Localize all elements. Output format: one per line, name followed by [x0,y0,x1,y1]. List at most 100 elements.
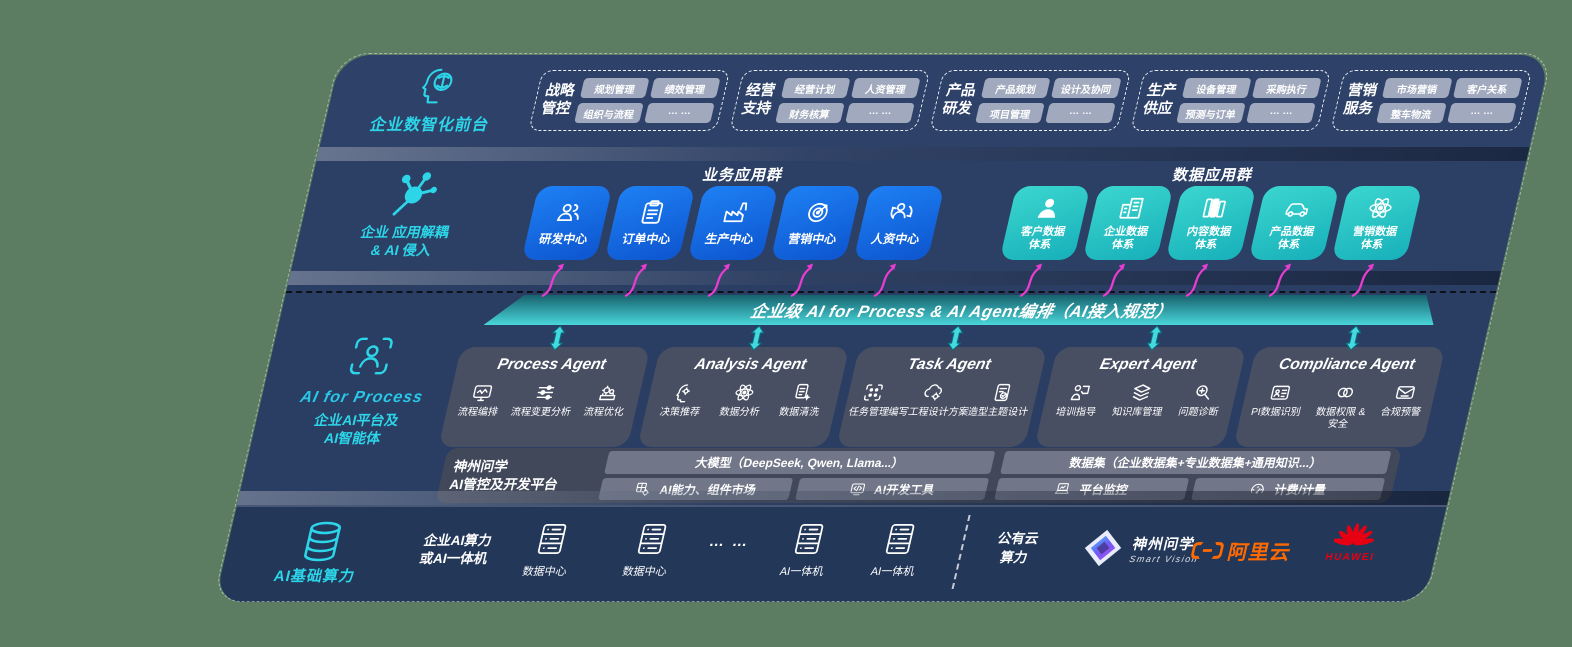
head-gear-icon [672,382,698,403]
car-icon [1282,195,1314,221]
smartvision-diamond-icon [1078,528,1127,568]
files-icon [1199,195,1231,221]
updown-arrow-icon [943,325,967,351]
module-pill: … … [1045,103,1116,123]
business-app-marketing-center: 营销中心 [770,186,862,260]
data-app-boxes: 客户数据 体系 企业数据 体系 内容数据 体系 [999,186,1423,297]
agent-process: Process Agent 流程编排 流程变更分析 流程优化 [438,347,651,447]
business-apps-title: 业务应用群 [701,167,785,184]
gauge-icon [1248,481,1268,497]
group-production-supply: 生产 供应 设备管理 采购执行 预测与订单 … … [1130,70,1332,131]
curve-arrow-icon [539,262,569,298]
grid-scan-icon [860,382,886,403]
business-app-boxes: 研发中心 订单中心 生产中心 [521,186,945,297]
dataset-bar: 数据集（企业数据集+专业数据集+通用知识...） [1000,451,1392,474]
curve-arrow-icon [871,262,901,298]
infra-divider [951,515,971,589]
group-strategy: 战略 管控 规划管理 绩效管理 组织与流程 … … [528,70,730,131]
data-app-customer: 客户数据 体系 [999,186,1091,260]
wave-monitor-icon [469,382,495,403]
module-pill: 规划管理 [579,78,650,98]
atom-icon [1365,195,1397,221]
group-marketing-service: 营销 服务 市场营销 客户关系 整车物流 … … [1330,70,1533,131]
module-pill: 设备管理 [1181,78,1252,98]
platform-datasets-column: 数据集（企业数据集+专业数据集+通用知识...） 平台监控 计费/计量 [994,451,1392,500]
module-pill: 设计及协同 [1051,78,1122,98]
data-app-product: 产品数据 体系 [1248,186,1340,260]
curve-arrow-icon [622,262,652,298]
agent-cards: Process Agent 流程编排 流程变更分析 流程优化 Analysis … [438,347,1446,447]
module-pill: 组织与流程 [574,103,645,123]
module-pill: … … [644,103,715,123]
module-pill: 客户关系 [1452,78,1523,98]
module-pill: … … [1446,103,1517,123]
target-icon [803,199,835,225]
person-scan-icon [345,335,397,377]
business-app-production-center: 生产中心 [687,186,779,260]
node-ai-appliance-1: AI一体机 [760,522,853,579]
curve-arrow-icon [1017,262,1047,298]
group-name: 战略 管控 [539,83,577,117]
module-pill: 经营计划 [780,78,851,98]
updown-arrow-icon [1341,325,1365,351]
aliyun-logo: 阿里云 [1188,536,1295,565]
module-pill: 市场营销 [1382,78,1453,98]
business-app-hr-center: 人资中心 [853,186,945,260]
aliyun-bracket-icon [1189,541,1225,560]
module-pill: 整车物流 [1376,103,1447,123]
module-pill: 项目管理 [975,103,1046,123]
factory-icon [720,199,752,225]
platform-panel: 神州问学 AI管控及开发平台 大模型（DeepSeek, Qwen, Llama… [435,448,1403,503]
server-icon [633,522,671,556]
module-pill: 人资管理 [850,78,921,98]
platform-models-column: 大模型（DeepSeek, Qwen, Llama...） AI能力、组件市场 … [598,451,996,500]
curve-arrow-icon [705,262,735,298]
module-pill: 绩效管理 [650,78,721,98]
platform-cell-ai-market: AI能力、组件市场 [598,478,793,500]
ai-process-label-cn1: 企业AI平台及 [312,412,401,428]
mail-alert-icon [1392,382,1418,403]
server-icon [533,522,571,556]
module-pill: … … [845,103,915,123]
cloud-gear-icon [920,382,946,403]
ai-process-rail: AI for Process 企业AI平台及 AI智能体 [260,335,466,447]
node-datacenter-1: 数据中心 [503,522,596,579]
app-layer-band: 企业 应用解耦 & AI 侵入 业务应用群 数据应用群 研发中心 订单中心 [287,161,1527,297]
smartvision-logo: 神州问学 Smart Vision [1078,528,1205,568]
curve-arrow-icon [1266,262,1296,298]
infra-label: AI基础算力 [271,568,357,585]
platform-cell-ai-devtools: AI开发工具 [794,478,990,500]
clipboard-icon [637,199,669,225]
group-name: 生产 供应 [1141,83,1179,117]
group-name: 经营 支持 [740,83,777,117]
updown-arrow-icon [1142,325,1166,351]
app-layer-rail: 企业 应用解耦 & AI 侵入 [304,169,515,259]
ai-process-label-cn2: AI智能体 [322,430,383,447]
trainer-icon [1067,382,1093,403]
agent-analysis: Analysis Agent 决策推荐 数据分析 数据清洗 [637,347,850,447]
group-operation: 经营 支持 经营计划 人资管理 财务核算 … … [728,70,931,131]
gear-stack-icon [595,382,621,403]
agent-compliance: Compliance Agent PI数据识别 数据权限 & 安全 合规预警 [1233,347,1446,447]
curve-arrow-icon [1349,262,1379,298]
module-pill: 预测与订单 [1175,103,1246,123]
platform-cell-billing: 计费/计量 [1190,478,1386,500]
person-icon [1033,195,1065,221]
node-datacenter-2: 数据中心 [603,522,696,579]
infra-band: AI基础算力 企业AI算力 或AI一体机 数据中心 数据中心 … … AI一体机… [214,505,1447,602]
id-card-icon [1267,382,1293,403]
app-layer-label-2: & AI 侵入 [368,242,433,259]
building-icon [1116,195,1148,221]
diagnose-icon [1190,382,1216,403]
people-icon [554,199,586,225]
brain-icon [410,65,467,111]
curve-arrow-icon [788,262,818,298]
app-layer-label-1: 企业 应用解耦 [359,224,451,240]
sliders-icon [532,382,558,403]
laptop-chart-icon [1053,481,1073,497]
data-app-content: 内容数据 体系 [1165,186,1257,260]
front-office-rail: 企业数智化前台 [342,65,528,135]
atom-icon [731,382,757,403]
molecule-icon [384,169,443,217]
node-ai-appliance-2: AI一体机 [851,522,944,579]
